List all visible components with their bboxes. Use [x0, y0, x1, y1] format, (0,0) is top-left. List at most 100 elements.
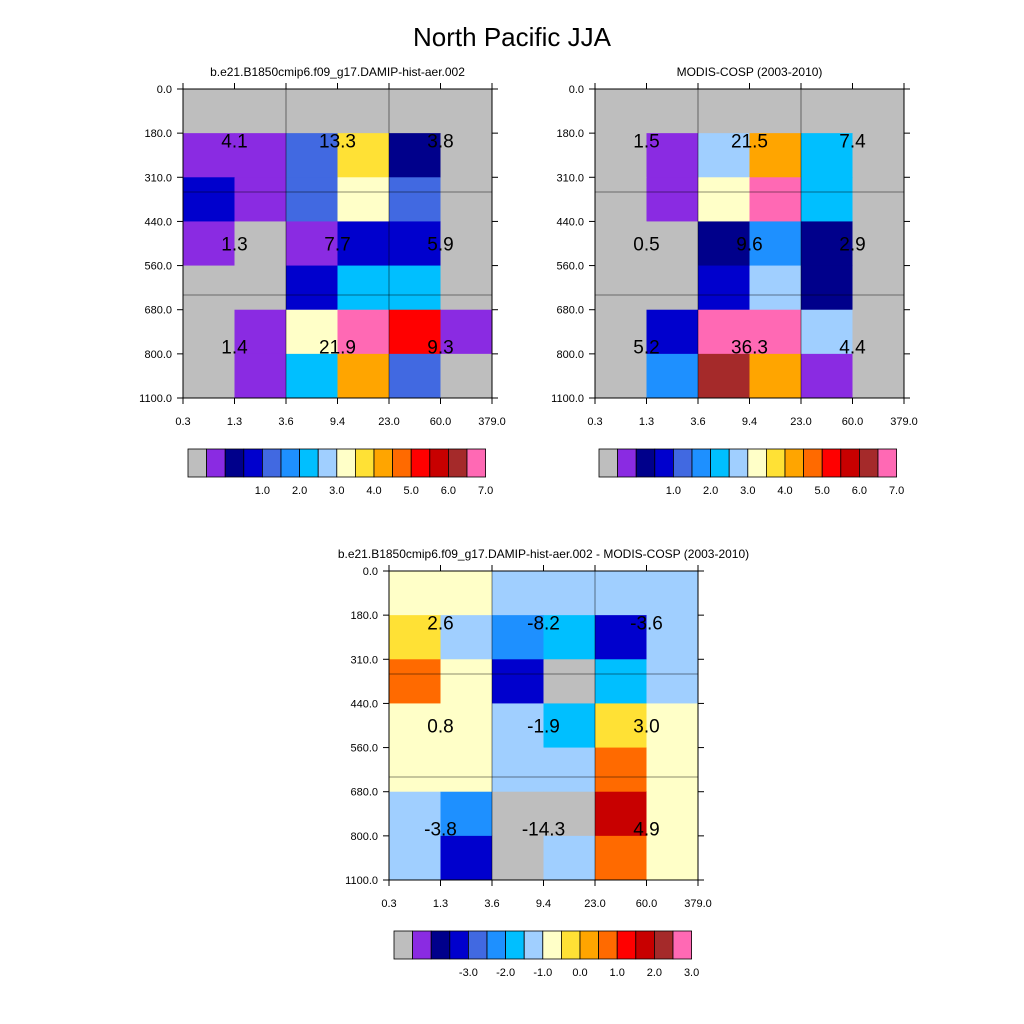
heatmap-cell: [646, 791, 699, 837]
block-value-label: 5.2: [633, 338, 659, 359]
colorbar-swatch: [261, 448, 282, 478]
heatmap-cell: [286, 265, 338, 311]
heatmap-cell: [440, 89, 493, 134]
x-tick-label: 0.3: [175, 416, 190, 428]
x-tick-label: 379.0: [890, 416, 918, 428]
x-tick-label: 0.3: [587, 416, 602, 428]
heatmap-cell: [543, 703, 596, 749]
colorbar-swatch: [673, 448, 693, 478]
heatmap-cell: [749, 89, 802, 134]
heatmap-cell: [389, 835, 441, 881]
colorbar-label: 3.0: [684, 967, 699, 979]
heatmap-cell: [440, 265, 493, 311]
heatmap-cell: [646, 89, 699, 134]
colorbar-swatch: [336, 448, 356, 478]
colorbar-swatch: [561, 930, 581, 960]
heatmap-cell: [646, 747, 699, 793]
block-value-label: 3.0: [633, 717, 659, 738]
colorbar-swatch: [542, 930, 562, 960]
colorbar-label: -3.0: [459, 967, 478, 979]
colorbar-swatch: [224, 448, 245, 478]
x-tick-label: 23.0: [790, 416, 811, 428]
heatmap-cell: [749, 353, 802, 399]
heatmap-cell: [646, 177, 699, 222]
heatmap-cell: [337, 353, 390, 399]
panel-3: b.e21.B1850cmip6.f09_g17.DAMIP-hist-aer.…: [338, 547, 749, 979]
heatmap-cell: [183, 89, 235, 134]
heatmap-cell: [183, 133, 235, 178]
colorbar-label: 1.0: [255, 485, 270, 497]
colorbar-swatch: [598, 448, 619, 478]
heatmap-cell: [389, 353, 441, 399]
x-tick-label: 9.4: [742, 416, 757, 428]
heatmap-cell: [801, 265, 853, 311]
colorbar-swatch: [654, 930, 674, 960]
heatmap-cell: [595, 353, 647, 399]
y-tick-label: 0.0: [157, 84, 172, 96]
colorbar-swatch: [617, 448, 637, 478]
heatmap-cell: [646, 615, 699, 660]
heatmap-cell: [801, 177, 853, 222]
heatmap-cell: [595, 89, 647, 134]
heatmap-cell: [852, 353, 905, 399]
block-value-label: 4.1: [221, 132, 247, 153]
heatmap-cell: [852, 265, 905, 311]
heatmap-cell: [852, 89, 905, 134]
y-tick-label: 310.0: [556, 172, 584, 184]
colorbar-swatch: [486, 930, 507, 960]
block-value-label: -1.9: [527, 717, 560, 738]
colorbar-label: 7.0: [478, 485, 493, 497]
heatmap-cell: [492, 659, 544, 704]
panel-title: MODIS-COSP (2003-2010): [677, 65, 823, 79]
colorbar-swatch: [410, 448, 431, 478]
heatmap-cell: [234, 133, 287, 178]
heatmap-cell: [595, 615, 647, 660]
colorbar-swatch: [840, 448, 860, 478]
heatmap-cell: [234, 265, 287, 311]
block-value-label: 9.3: [427, 338, 453, 359]
colorbar-swatch: [654, 448, 674, 478]
heatmap-cell: [389, 747, 441, 793]
y-tick-label: 560.0: [556, 261, 584, 273]
heatmap-cell: [595, 835, 647, 881]
y-tick-label: 800.0: [350, 831, 378, 843]
heatmap-cell: [698, 177, 750, 222]
heatmap-cell: [440, 791, 493, 837]
heatmap-cell: [698, 265, 750, 311]
heatmap-cell: [337, 309, 390, 355]
x-tick-label: 60.0: [636, 898, 657, 910]
colorbar-swatch: [393, 930, 414, 960]
block-value-label: -3.8: [424, 820, 457, 841]
block-value-label: 7.4: [839, 132, 866, 153]
heatmap-cell: [543, 615, 596, 660]
heatmap-cell: [183, 353, 235, 399]
y-tick-label: 560.0: [144, 261, 172, 273]
heatmap-cell: [389, 571, 441, 616]
block-value-label: 9.6: [736, 235, 762, 256]
colorbar-label: 6.0: [852, 485, 867, 497]
colorbar-swatch: [877, 448, 898, 478]
heatmap-cell: [389, 265, 441, 311]
y-tick-label: 1100.0: [345, 875, 378, 887]
colorbar-label: 2.0: [292, 485, 307, 497]
x-tick-label: 3.6: [690, 416, 705, 428]
block-value-label: 2.9: [839, 235, 865, 256]
colorbar-label: 3.0: [329, 485, 344, 497]
colorbar-swatch: [691, 448, 712, 478]
heatmap-cell: [749, 177, 802, 222]
x-tick-label: 60.0: [430, 416, 451, 428]
heatmap-cell: [440, 221, 493, 267]
y-tick-label: 440.0: [556, 216, 584, 228]
heatmap-cell: [389, 221, 441, 267]
colorbar-swatch: [728, 448, 749, 478]
y-tick-label: 800.0: [144, 349, 172, 361]
colorbar-label: 1.0: [610, 967, 625, 979]
colorbar-label: 0.0: [572, 967, 587, 979]
heatmap-cell: [440, 615, 493, 660]
y-tick-label: 0.0: [569, 84, 584, 96]
heatmap-cell: [389, 89, 441, 134]
heatmap-cell: [492, 791, 544, 837]
heatmap-cell: [337, 177, 390, 222]
colorbar-swatch: [467, 930, 488, 960]
